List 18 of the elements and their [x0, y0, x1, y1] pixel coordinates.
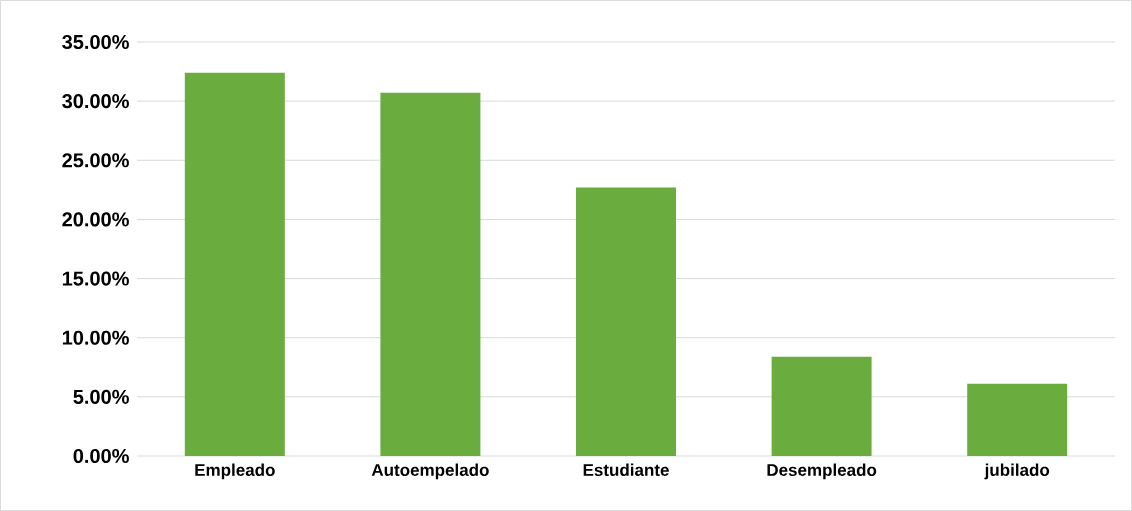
y-tick-label: 5.00%: [73, 389, 129, 404]
y-tick-label: 25.00%: [62, 153, 129, 168]
x-tick-label: Estudiante: [583, 463, 669, 477]
x-tick-label: Empleado: [195, 463, 275, 480]
y-tick-label: 10.00%: [62, 330, 129, 345]
y-tick-label: 20.00%: [62, 212, 129, 227]
bar: [576, 187, 676, 456]
bar: [184, 72, 285, 456]
y-tick-label: 0.00%: [73, 448, 129, 464]
bar: [771, 356, 872, 456]
y-tick-label: 30.00%: [62, 94, 129, 109]
y-tick-label: 15.00%: [62, 271, 129, 286]
x-tick-label: Desempleado: [767, 463, 877, 480]
y-tick-label: 35.00%: [62, 34, 129, 50]
bar: [380, 92, 481, 456]
bar: [967, 383, 1068, 456]
x-tick-label: Autoempelado: [371, 463, 489, 480]
x-tick-label: jubilado: [984, 463, 1050, 480]
